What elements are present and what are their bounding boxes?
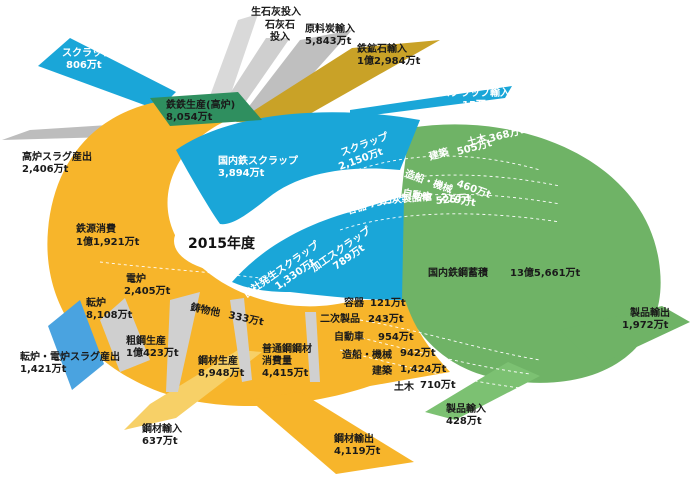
use-machinery-label: 造船・機械 [342,348,392,361]
ore-value: 1億2,984万t [357,54,421,67]
divider-3 [305,312,320,382]
stock-value: 13億5,661万t [510,266,581,279]
use-secondary-value: 243万t [368,313,404,325]
dash-line-8 [99,261,261,279]
coal-label: 原料炭輸入 [305,22,355,35]
pig-iron-label: 鉄鉄生産(高炉) [166,98,235,111]
scrap-swirl-lower [232,196,404,300]
cvt-slag-label: 転炉・電炉スラグ産出 [20,350,120,363]
divider-1 [166,292,200,392]
steel-import-flow [124,350,262,430]
iron-source-label: 鉄源消費 [76,222,116,235]
iron-source-value: 1億1,921万t [76,235,140,248]
scrap-swirl [176,112,420,225]
iron-ring [47,100,450,407]
converter-value: 8,108万t [86,309,133,321]
product-import-flow [425,362,540,420]
stone-label-2: 投入 [270,30,290,43]
scrap-export-label: スクラップ輸出 [62,46,132,59]
steel-export-label: 鋼材輸出 [333,432,374,445]
secondary-label: 二次製品他 [381,190,432,207]
cvt-slag-flow-2 [100,298,150,372]
stone-label-1: 石灰石 [264,18,295,31]
consumption-label-1: 普通鋼鋼材 [262,342,312,355]
converter-label: 転炉 [86,296,106,309]
product-export-label: 製品輸出 [629,306,670,319]
stock-ring [398,124,661,383]
steel-import-value: 637万t [142,435,178,447]
limestone-flow [204,14,258,112]
use-container-label: 容器 [343,296,365,309]
scrap-export-flow [38,38,176,110]
use-container-value: 121万t [370,297,406,309]
product-import-label: 製品輸入 [445,402,486,415]
use-auto-label: 自動車 [334,330,364,343]
scrap-import-flow [350,86,512,118]
divider-2 [230,298,252,382]
product-import-value: 428万t [446,415,482,427]
dash-line-5 [359,319,541,361]
use-building-value: 1,424万t [400,363,447,375]
use-civil-value: 710万t [420,379,456,391]
consumption-label-2: 消費量 [262,354,292,367]
scrap-import-label: スクラップ輸入 [440,86,510,99]
crude-steel-label: 粗鋼生産 [126,334,166,347]
cvt-slag-flow [48,300,104,390]
steel-prod-label: 鋼材生産 [197,354,238,367]
center-year: 2015年度 [188,235,256,252]
ore-flow [236,40,440,124]
stock-label: 国内鉄鋼蓄積 [428,266,489,279]
dash-line-7 [339,349,521,389]
use-building-label: 建築 [371,364,393,377]
product-export-flow [560,306,690,366]
bf-slag-value: 2,406万t [22,163,69,175]
limestone-label: 生石灰投入 [251,5,301,18]
consumption-value: 4,415万t [262,367,309,379]
dash-line-6 [349,334,531,375]
dash-line-4 [339,213,561,231]
steel-export-value: 4,119万t [334,445,381,457]
steel-prod-value: 8,948万t [198,367,245,379]
cvt-slag-value: 1,421万t [20,363,67,375]
pig-iron-value: 8,054万t [166,111,213,123]
use-machinery-value: 942万t [400,347,436,359]
secondary-value: 525万t [435,192,472,207]
scrap-export-value: 806万t [66,59,102,71]
product-export-value: 1,972万t [622,319,669,331]
use-auto-value: 954万t [378,331,414,343]
eaf-value: 2,405万t [124,285,171,297]
dash-line-3 [334,193,561,213]
domestic-scrap-label: 国内鉄スクラップ [218,154,299,167]
pig-iron-band [150,92,262,126]
eaf-label: 電炉 [126,272,146,285]
bf-slag-label: 高炉スラグ産出 [22,150,92,163]
crude-steel-value: 1億423万t [126,346,179,359]
dash-line-1 [329,155,541,181]
ore-label: 鉄鉱石輸入 [357,42,407,55]
use-secondary-label: 二次製品 [320,312,360,325]
coal-flow [240,30,352,118]
steel-import-label: 鋼材輸入 [141,422,182,435]
steel-export-flow [250,392,414,474]
use-civil-label: 土木 [394,380,415,393]
domestic-scrap-value: 3,894万t [218,167,265,179]
coal-value: 5,843万t [305,35,352,47]
scrap-import-value: 15万t [462,99,491,111]
